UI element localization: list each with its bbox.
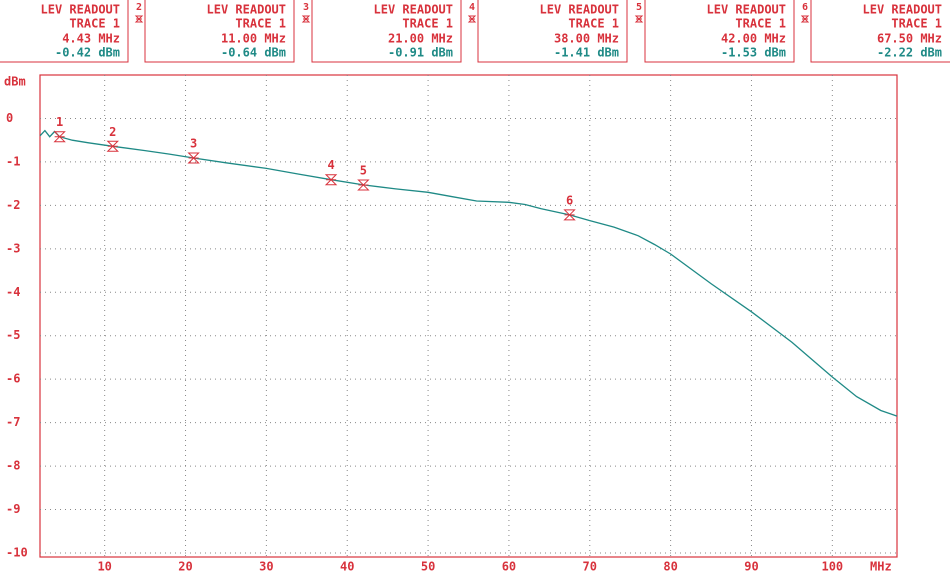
readout-frequency: 67.50 MHz [877,32,942,46]
readout-trace: TRACE 1 [735,17,786,31]
y-tick-label: 0 [6,111,13,125]
marker-symbol [563,209,576,221]
readout-title: LEV READOUT [863,3,942,17]
readout-box [144,0,295,63]
x-tick-label: 90 [744,560,758,574]
readout-marker-icon [800,15,810,23]
readout-marker-number: 3 [303,2,309,13]
y-tick-label: -3 [6,241,20,255]
y-axis-label: dBm [4,75,26,89]
readout-marker-number: 2 [136,2,142,13]
marker-symbol [357,179,370,191]
x-axis-label: MHz [870,560,892,574]
readout-marker-number: 5 [636,2,642,13]
x-tick-label: 70 [583,560,597,574]
x-tick-label: 10 [97,560,111,574]
readout-title: LEV READOUT [707,3,786,17]
readout-marker-number: 6 [802,2,808,13]
readout-trace: TRACE 1 [402,17,453,31]
x-tick-label: 80 [663,560,677,574]
marker-number: 6 [566,193,573,207]
readout-trace: TRACE 1 [69,17,120,31]
marker-symbol [324,174,338,186]
readout-level: -0.42 dBm [55,46,120,60]
y-tick-label: -7 [6,415,20,429]
readout-frequency: 38.00 MHz [554,32,619,46]
readout-title: LEV READOUT [41,3,120,17]
x-tick-label: 30 [259,560,273,574]
x-tick-label: 100 [821,560,843,574]
y-tick-label: -4 [6,285,20,299]
readout-trace: TRACE 1 [891,17,942,31]
readout-frequency: 4.43 MHz [62,32,120,46]
y-tick-label: -9 [6,502,20,516]
y-tick-label: -8 [6,459,20,473]
y-tick-label: -10 [6,546,28,560]
readout-level: -2.22 dBm [877,46,942,60]
readout-marker-icon [301,15,311,23]
y-tick-label: -5 [6,328,20,342]
readout-box [477,0,628,63]
readout-trace: TRACE 1 [235,17,286,31]
readout-marker-icon [467,15,477,23]
marker-number: 5 [360,163,367,177]
marker-number: 2 [109,125,116,139]
x-tick-label: 40 [340,560,354,574]
readout-level: -0.91 dBm [388,46,453,60]
readout-box [311,0,462,63]
readout-level: -1.53 dBm [721,46,786,60]
marker-number: 3 [190,136,197,150]
readout-frequency: 21.00 MHz [388,32,453,46]
y-tick-label: -1 [6,154,20,168]
plot-frame [39,74,898,558]
readout-level: -1.41 dBm [554,46,619,60]
readout-box [810,0,950,63]
readout-marker-icon [134,15,144,23]
x-tick-label: 20 [178,560,192,574]
marker-number: 4 [327,158,334,172]
readout-box [0,0,129,63]
marker-symbol [53,131,66,143]
readout-title: LEV READOUT [540,3,619,17]
readout-title: LEV READOUT [374,3,453,17]
y-tick-label: -6 [6,372,20,386]
x-tick-label: 50 [421,560,435,574]
readout-trace: TRACE 1 [568,17,619,31]
readout-marker-number: 4 [469,2,475,13]
marker-symbol [106,140,119,152]
x-tick-label: 60 [502,560,516,574]
y-tick-label: -2 [6,198,20,212]
readout-title: LEV READOUT [207,3,286,17]
readout-frequency: 42.00 MHz [721,32,786,46]
trace-line [39,129,898,417]
readout-box [644,0,795,63]
readout-level: -0.64 dBm [221,46,286,60]
readout-marker-icon [634,15,644,23]
readout-frequency: 11.00 MHz [221,32,286,46]
marker-symbol [187,152,200,164]
marker-number: 1 [56,115,63,129]
